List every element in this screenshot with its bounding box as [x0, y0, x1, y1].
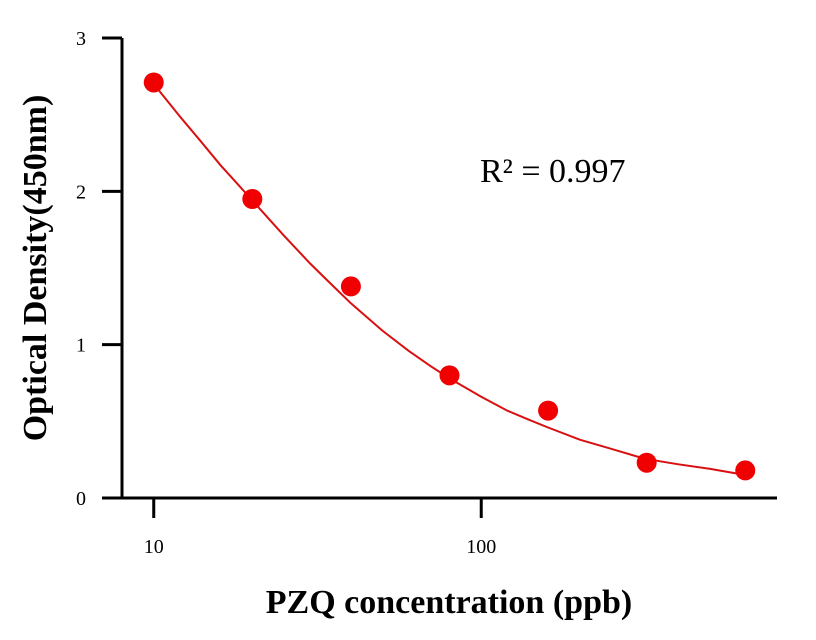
data-point [538, 400, 559, 421]
x-ticks: 10 100 [144, 498, 496, 558]
fit-curve [152, 83, 746, 476]
data-point [636, 452, 657, 473]
y-ticks: 0 1 2 3 [76, 28, 122, 510]
x-tick-label: 10 [144, 536, 164, 558]
data-point [735, 460, 756, 481]
r-squared-annotation: R² = 0.997 [480, 153, 626, 190]
data-point [340, 276, 361, 297]
data-point [439, 365, 460, 386]
y-tick-label: 2 [76, 181, 86, 203]
x-tick-label: 100 [466, 536, 496, 558]
y-axis-title: Optical Density(450nm) [17, 95, 54, 442]
axes [120, 38, 777, 500]
x-axis-title: PZQ concentration (ppb) [266, 584, 632, 621]
y-tick-label: 1 [76, 335, 86, 357]
data-point [242, 189, 263, 209]
y-tick-label: 3 [76, 28, 86, 50]
y-tick-label: 0 [76, 488, 86, 510]
data-points [143, 72, 756, 481]
data-point [143, 72, 164, 93]
